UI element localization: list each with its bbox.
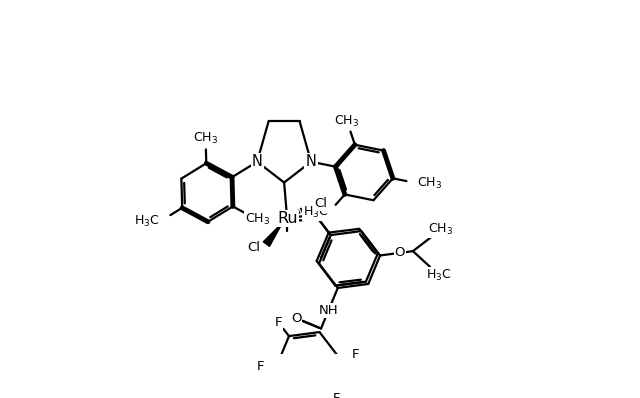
- Text: Ru: Ru: [277, 211, 298, 226]
- Text: CH$_3$: CH$_3$: [417, 176, 442, 191]
- Text: N: N: [306, 154, 317, 169]
- Text: CH$_3$: CH$_3$: [335, 114, 360, 129]
- Text: N: N: [252, 154, 262, 169]
- Text: F: F: [351, 348, 359, 361]
- Text: CH$_3$: CH$_3$: [244, 212, 270, 227]
- Text: O: O: [291, 312, 301, 325]
- Text: F: F: [333, 392, 340, 398]
- Text: H$_3$C: H$_3$C: [303, 205, 328, 220]
- Text: CH$_3$: CH$_3$: [428, 222, 454, 237]
- Text: O: O: [395, 246, 405, 259]
- Text: CH$_3$: CH$_3$: [193, 131, 218, 146]
- Text: F: F: [257, 360, 264, 373]
- Text: Cl: Cl: [315, 197, 328, 210]
- Text: NH: NH: [319, 304, 338, 317]
- Text: H$_3$C: H$_3$C: [426, 267, 452, 283]
- Polygon shape: [263, 222, 283, 246]
- Text: Cl: Cl: [248, 242, 260, 254]
- Text: F: F: [275, 316, 282, 329]
- Text: H$_3$C: H$_3$C: [134, 214, 160, 229]
